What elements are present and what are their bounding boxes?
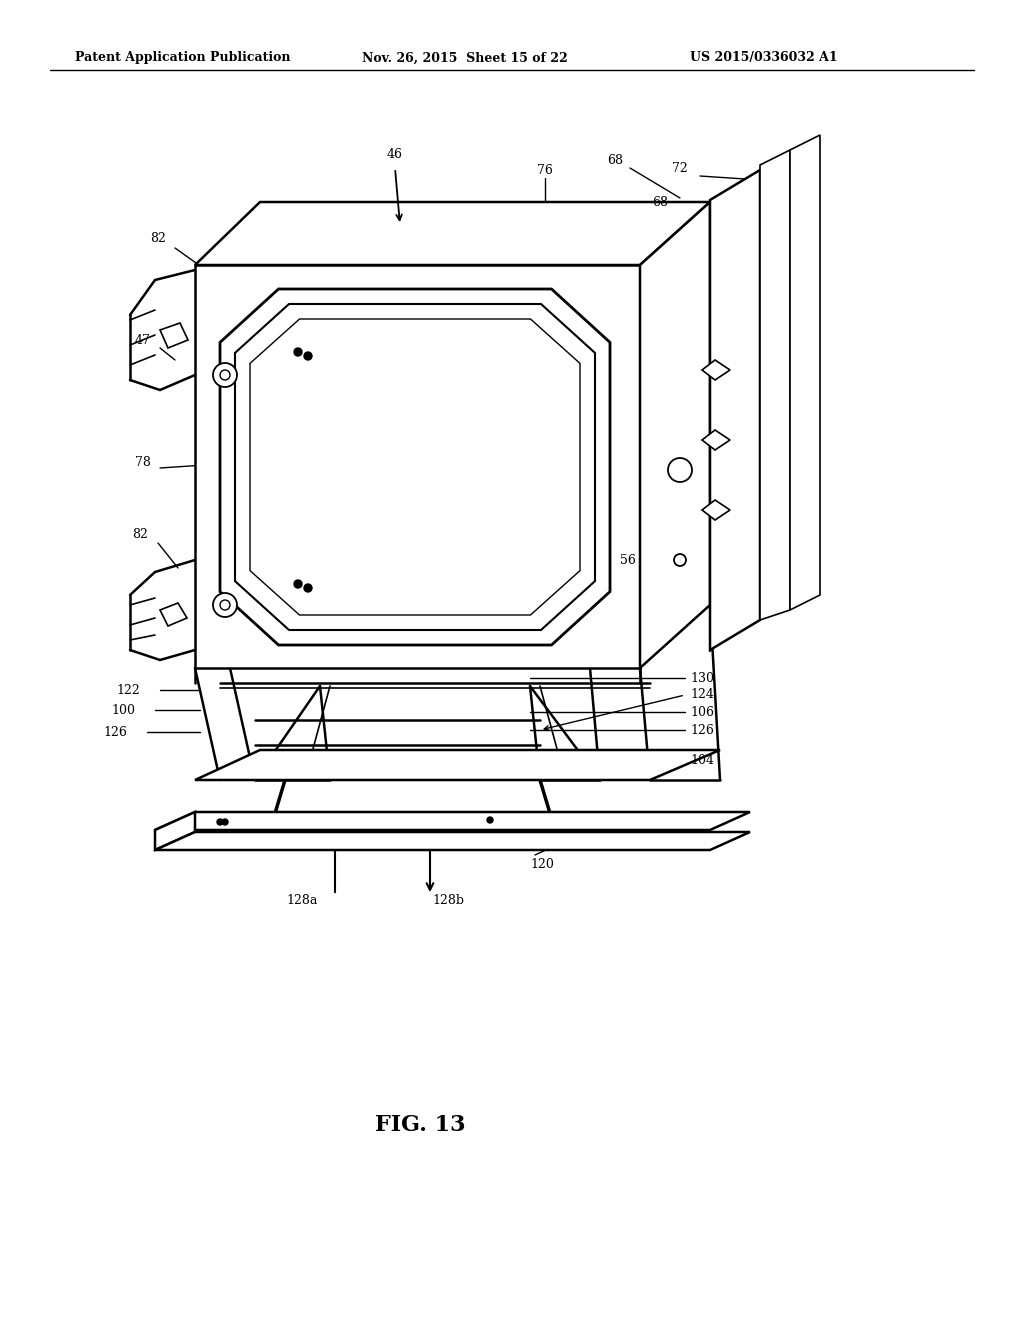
Polygon shape <box>220 289 610 645</box>
Polygon shape <box>155 832 750 850</box>
Circle shape <box>294 348 302 356</box>
Polygon shape <box>160 323 188 348</box>
Text: 68: 68 <box>607 153 623 166</box>
Polygon shape <box>250 319 580 615</box>
Polygon shape <box>760 150 790 620</box>
Text: 46: 46 <box>387 149 403 161</box>
Polygon shape <box>702 430 730 450</box>
Polygon shape <box>702 500 730 520</box>
Circle shape <box>213 593 237 616</box>
Polygon shape <box>640 202 710 668</box>
Text: 68: 68 <box>652 195 668 209</box>
Text: Patent Application Publication: Patent Application Publication <box>75 51 291 65</box>
Circle shape <box>668 458 692 482</box>
Polygon shape <box>155 812 195 850</box>
Circle shape <box>304 352 312 360</box>
Text: 82: 82 <box>132 528 147 541</box>
Circle shape <box>213 363 237 387</box>
Text: 120: 120 <box>530 858 554 871</box>
Polygon shape <box>234 304 595 630</box>
Circle shape <box>222 818 228 825</box>
Text: 124: 124 <box>690 689 714 701</box>
Circle shape <box>220 601 230 610</box>
Text: 72: 72 <box>672 161 688 174</box>
Text: 128a: 128a <box>287 894 317 907</box>
Text: 122: 122 <box>117 684 140 697</box>
Polygon shape <box>702 360 730 380</box>
Text: US 2015/0336032 A1: US 2015/0336032 A1 <box>690 51 838 65</box>
Text: 126: 126 <box>103 726 127 738</box>
Text: Nov. 26, 2015  Sheet 15 of 22: Nov. 26, 2015 Sheet 15 of 22 <box>362 51 567 65</box>
Circle shape <box>294 579 302 587</box>
Circle shape <box>487 817 493 822</box>
Text: 128b: 128b <box>432 894 464 907</box>
Circle shape <box>220 370 230 380</box>
Text: 106: 106 <box>690 705 714 718</box>
Polygon shape <box>195 202 710 265</box>
Text: 47: 47 <box>135 334 151 346</box>
Text: 100: 100 <box>111 704 135 717</box>
Text: 56: 56 <box>621 553 636 566</box>
Text: 76: 76 <box>537 164 553 177</box>
Text: 82: 82 <box>151 231 166 244</box>
Polygon shape <box>195 750 720 780</box>
Polygon shape <box>155 812 750 830</box>
Text: 130: 130 <box>690 672 714 685</box>
Circle shape <box>304 583 312 591</box>
Text: 126: 126 <box>690 723 714 737</box>
Polygon shape <box>160 603 187 626</box>
Circle shape <box>674 554 686 566</box>
Text: 104: 104 <box>690 754 714 767</box>
Polygon shape <box>710 170 760 649</box>
Polygon shape <box>195 265 640 668</box>
Text: FIG. 13: FIG. 13 <box>375 1114 465 1137</box>
Circle shape <box>217 818 223 825</box>
Text: 78: 78 <box>135 455 151 469</box>
Polygon shape <box>790 135 820 610</box>
